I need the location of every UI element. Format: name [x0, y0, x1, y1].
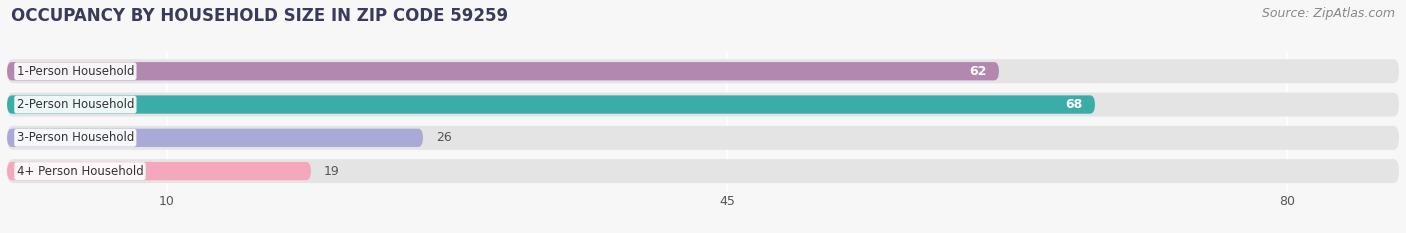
FancyBboxPatch shape: [7, 93, 1399, 116]
Text: 62: 62: [969, 65, 986, 78]
FancyBboxPatch shape: [7, 59, 1399, 83]
FancyBboxPatch shape: [7, 126, 1399, 150]
Text: 68: 68: [1064, 98, 1083, 111]
Text: Source: ZipAtlas.com: Source: ZipAtlas.com: [1261, 7, 1395, 20]
Text: 3-Person Household: 3-Person Household: [17, 131, 134, 144]
FancyBboxPatch shape: [7, 129, 423, 147]
Text: 4+ Person Household: 4+ Person Household: [17, 164, 143, 178]
Text: OCCUPANCY BY HOUSEHOLD SIZE IN ZIP CODE 59259: OCCUPANCY BY HOUSEHOLD SIZE IN ZIP CODE …: [11, 7, 509, 25]
Text: 2-Person Household: 2-Person Household: [17, 98, 134, 111]
Text: 1-Person Household: 1-Person Household: [17, 65, 134, 78]
FancyBboxPatch shape: [7, 162, 311, 180]
FancyBboxPatch shape: [7, 95, 1095, 114]
FancyBboxPatch shape: [7, 159, 1399, 183]
Text: 26: 26: [436, 131, 451, 144]
FancyBboxPatch shape: [7, 62, 1000, 80]
Text: 19: 19: [323, 164, 340, 178]
